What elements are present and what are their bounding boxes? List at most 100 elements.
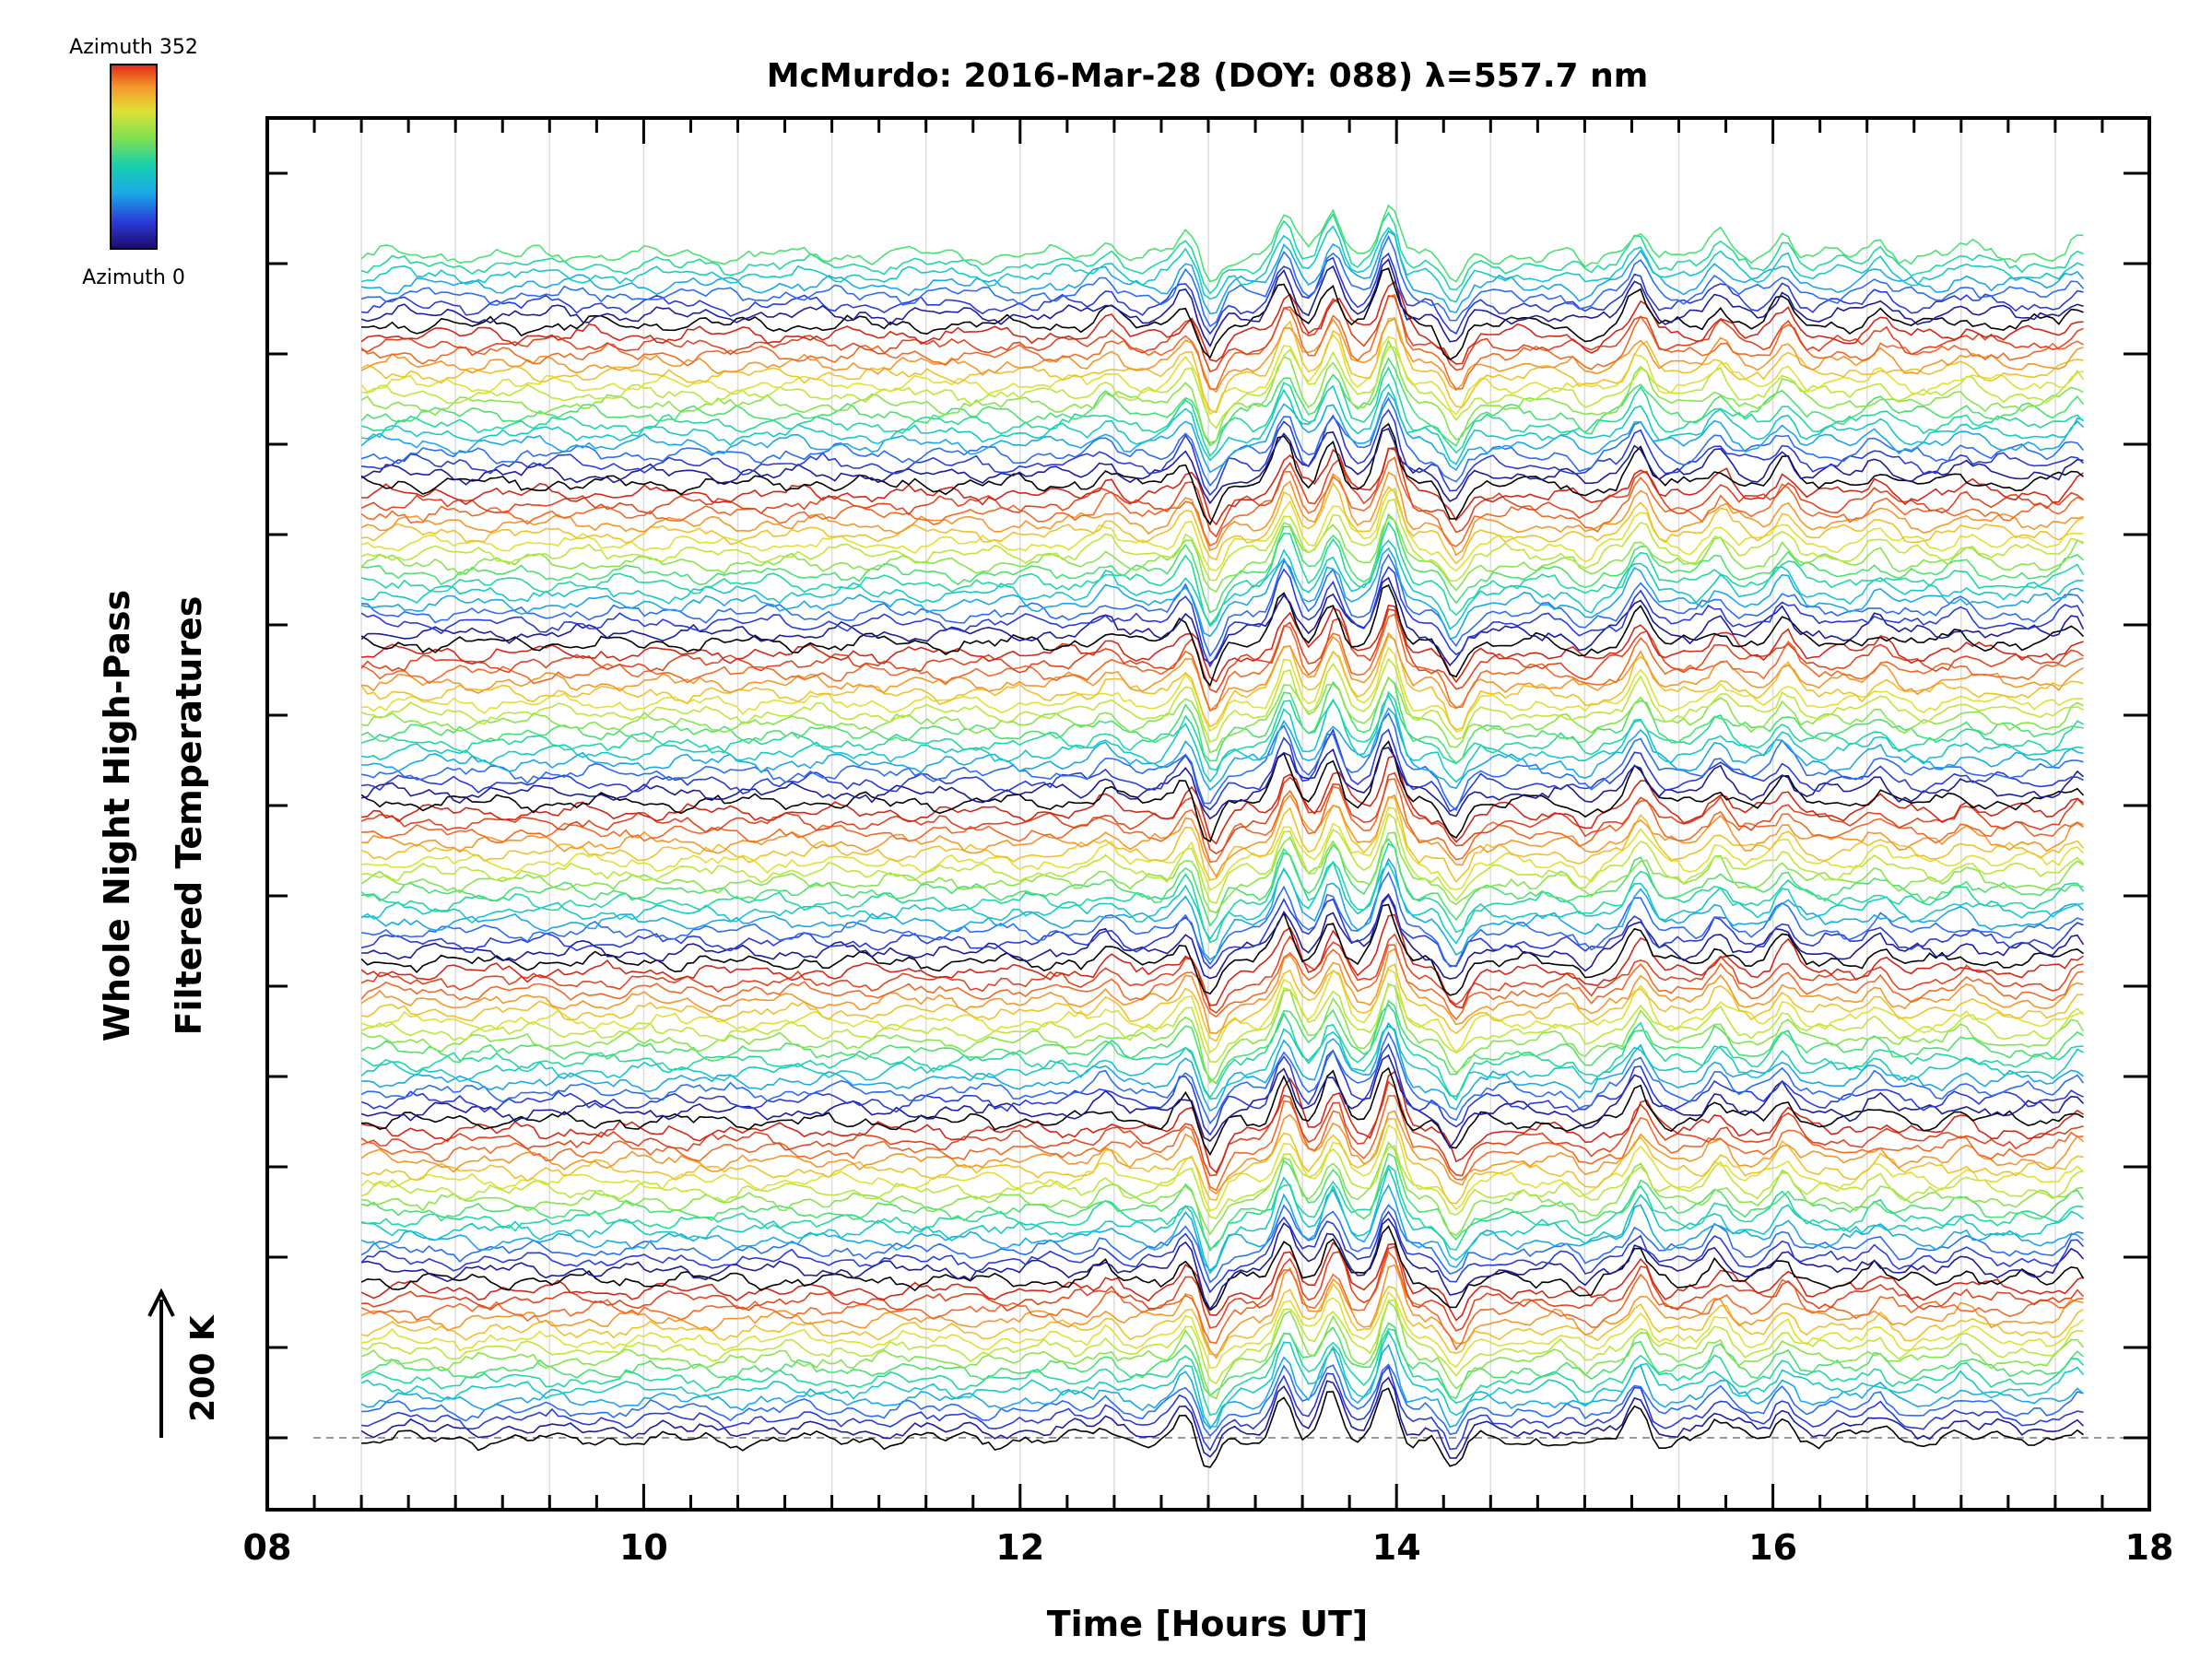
colorbar-top-label: Azimuth 352 [69,36,198,59]
trace-line [360,1204,2084,1284]
vertical-scale-indicator: 200 K [147,1288,222,1438]
chart-title: McMurdo: 2016-Mar-28 (DOY: 088) λ=557.7 … [767,57,1649,95]
trace-line [360,1322,2085,1400]
trace-line [360,498,2084,582]
trace-line [360,471,2084,557]
trace-line [361,1066,2084,1157]
trace-line [360,1042,2084,1136]
trace-line [361,893,2085,980]
trace-line [360,1053,2085,1149]
trace-line [360,831,2084,914]
y-axis-label: Whole Night High-Pass Filtered Temperatu… [97,590,209,1041]
trace-line [360,913,2084,1009]
colorbar: Azimuth 352 Azimuth 0 [69,36,198,289]
trace-line [360,1030,2085,1125]
trace-line [360,391,2085,474]
trace-line [360,1124,2085,1213]
trace-line [360,771,2085,855]
trace-line [360,317,2084,394]
trace-line [360,657,2084,743]
trace-line [360,427,2084,505]
trace-line [360,690,2084,771]
trace-line [360,795,2085,884]
trace-line [360,1210,2085,1294]
trace-line [360,225,2084,303]
trace-line [360,515,2084,594]
trace-line [361,646,2084,733]
ticks [265,118,2151,1510]
trace-line [360,837,2084,927]
trace-line [360,747,2085,820]
trace-line [361,1141,2084,1237]
trace-line [360,382,2084,465]
trace-line [360,521,2085,627]
trace-line [360,1365,2084,1452]
trace-line [360,1145,2084,1219]
trace-line [360,1110,2085,1195]
colorbar-bottom-label: Azimuth 0 [82,266,185,289]
trace-line [360,583,2085,688]
x-tick-label: 14 [1372,1527,1421,1568]
trace-line [360,1025,2084,1100]
trace-line [360,728,2084,813]
trace-line [360,1327,2085,1417]
trace-line [360,693,2084,783]
trace-line [361,1363,2084,1438]
trace-line [360,294,2084,373]
gridlines [360,118,2056,1510]
trace-line [360,1152,2085,1250]
trace-line [360,1264,2084,1359]
trace-line [361,1387,2084,1468]
trace-line [360,234,2085,328]
x-tick-label: 08 [243,1527,292,1568]
trace-line [361,755,2084,845]
trace-line [360,396,2085,488]
trace-line [360,944,2084,1021]
y-axis-label-line2: Filtered Temperatures [169,596,209,1036]
trace-line [360,860,2084,945]
trace-line [361,512,2085,614]
x-tick-label: 10 [619,1527,668,1568]
trace-line [360,933,2084,1014]
x-axis-label: Time [Hours UT] [1047,1604,1369,1644]
x-tick-labels: 08 10 12 14 16 18 [243,1527,2174,1568]
trace-line [360,968,2084,1054]
trace-line [361,1245,2085,1332]
trace-line [360,1225,2085,1312]
trace-line [360,1241,2084,1322]
trace-line [360,677,2084,754]
trace-line [360,565,2085,668]
trace-line [361,778,2084,864]
trace-line [360,366,2085,458]
trace-line [360,576,2085,667]
trace-line [360,613,2084,712]
trace-line [361,1021,2084,1112]
trace-line [360,903,2084,996]
trace-line [360,333,2084,416]
trace-line [360,712,2084,812]
scale-arrow-head [147,1288,175,1317]
trace-line [360,1299,2084,1385]
trace-line [360,739,2085,843]
trace-line [360,487,2084,572]
trace-line [361,1290,2085,1370]
trace-line [360,947,2084,1035]
trace-line [360,1218,2085,1312]
trace-line [361,707,2084,792]
trace-line [360,608,2084,694]
trace-line [361,267,2084,360]
trace-line [361,447,2084,526]
trace-line [361,806,2085,891]
traces [360,204,2085,1468]
trace-line [360,1250,2084,1351]
trace-line [360,408,2085,497]
trace-line [360,1376,2085,1459]
trace-line [360,446,2085,538]
trace-line [360,204,2084,283]
x-tick-label: 18 [2125,1527,2174,1568]
trace-line [360,1165,2085,1275]
trace-line [360,1330,2085,1428]
trace-line [360,676,2084,764]
trace-line [360,634,2084,731]
